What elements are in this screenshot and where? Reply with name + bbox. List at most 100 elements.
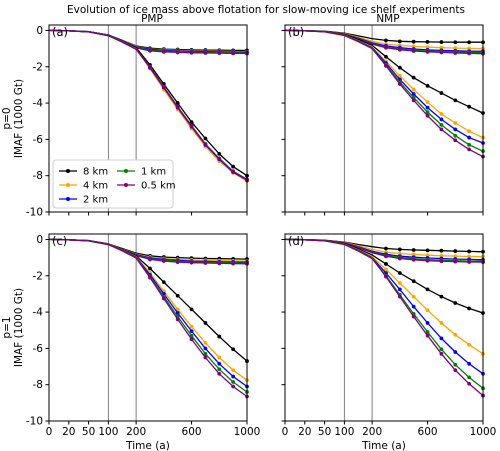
series-marker — [425, 39, 430, 44]
series-marker — [384, 63, 388, 68]
series-marker — [453, 98, 458, 103]
series-marker — [217, 334, 222, 339]
series-marker — [467, 381, 472, 386]
series-marker — [467, 40, 472, 45]
series-marker — [397, 39, 402, 44]
series-marker — [203, 355, 208, 360]
axes-frame — [48, 233, 248, 422]
series-marker — [203, 136, 208, 141]
ytick-label: -10 — [26, 207, 43, 219]
ytick-label: -10 — [26, 416, 43, 428]
xtick-label: 1000 — [234, 426, 261, 438]
series-marker — [384, 54, 388, 59]
series-marker — [189, 50, 194, 55]
series-marker — [425, 100, 430, 105]
series-line-0.5km — [48, 238, 248, 398]
series-marker — [189, 124, 194, 129]
series-marker — [453, 259, 458, 264]
series-marker — [217, 51, 222, 56]
series-marker — [189, 333, 194, 338]
series-marker — [453, 121, 458, 125]
series-marker — [425, 253, 430, 258]
series-marker — [439, 347, 444, 352]
series-marker — [231, 164, 236, 169]
series-marker — [231, 374, 236, 379]
series-marker — [467, 342, 472, 347]
series-marker — [189, 260, 194, 265]
series-line-8km — [284, 29, 483, 43]
series-marker — [453, 350, 458, 354]
series-marker — [231, 169, 236, 174]
series-marker — [203, 142, 208, 147]
series-marker — [467, 142, 472, 147]
series-marker — [203, 351, 208, 356]
series-marker — [397, 294, 402, 299]
series-marker — [439, 40, 444, 44]
legend-label: 1 km — [141, 167, 166, 178]
panel-label: (b) — [288, 25, 304, 39]
series-marker — [411, 75, 416, 80]
series-marker — [439, 127, 444, 132]
series-line-0.5km — [48, 29, 248, 181]
column-title: PMP — [141, 13, 163, 25]
y-axis-label: p=1 — [1, 316, 13, 338]
xtick-label: 50 — [318, 426, 331, 438]
ytick-label: -8 — [33, 379, 43, 391]
series-marker — [411, 39, 416, 44]
legend-marker — [66, 169, 70, 173]
series-marker — [148, 275, 152, 280]
series-marker — [453, 46, 458, 50]
series-marker — [467, 135, 472, 140]
series-marker — [397, 65, 402, 70]
series-marker — [189, 120, 194, 125]
series-marker — [189, 307, 194, 312]
series-marker — [439, 117, 444, 122]
xtick-label: 20 — [298, 426, 311, 438]
xtick-label: 600 — [182, 426, 202, 438]
series-marker — [231, 380, 236, 384]
series-marker — [439, 294, 444, 299]
ytick-label: -4 — [33, 98, 44, 110]
series-marker — [384, 262, 388, 266]
series-marker — [217, 367, 222, 372]
x-axis-label: Time (a) — [361, 440, 406, 451]
xtick-label: 600 — [418, 426, 438, 438]
ytick-label: -2 — [33, 61, 43, 73]
series-marker — [203, 321, 208, 325]
series-marker — [175, 260, 180, 265]
series-marker — [384, 267, 388, 272]
ytick-label: -6 — [33, 343, 44, 355]
panel-label: (c) — [52, 234, 67, 248]
series-marker — [425, 321, 430, 325]
series-marker — [453, 40, 458, 45]
series-marker — [425, 333, 430, 338]
series-marker — [411, 248, 416, 252]
series-marker — [397, 287, 402, 292]
legend-label: 2 km — [83, 195, 108, 206]
series-marker — [217, 156, 222, 161]
series-marker — [161, 296, 166, 301]
x-axis-label: Time (a) — [125, 440, 170, 451]
series-marker — [425, 330, 430, 334]
legend-marker — [66, 183, 70, 187]
xtick-label: 1000 — [470, 426, 497, 438]
series-marker — [411, 304, 416, 309]
ytick-label: 0 — [36, 25, 43, 37]
series-marker — [467, 129, 472, 134]
legend-marker — [124, 183, 128, 187]
legend: 8 km 4 km 2 km 1 km 0.5 km — [52, 159, 176, 209]
series-marker — [189, 329, 194, 334]
series-marker — [425, 248, 430, 253]
panel-0: 0 -2 -4 -6 -8 -10 (a) PMP p=0 IMAF (1000 Gt) 8 km 4… — [1, 13, 249, 219]
legend-marker — [66, 197, 70, 201]
series-marker — [384, 254, 388, 259]
series-marker — [425, 45, 430, 50]
panel-2: 0-2-4-6-8-100 20 50 100 200 600 1000(c)Time (a… — [1, 233, 261, 451]
series-marker — [148, 266, 152, 271]
series-marker — [217, 152, 222, 156]
ytick-label: -4 — [33, 307, 44, 319]
series-marker — [217, 371, 222, 376]
series-line-8km — [48, 29, 247, 52]
series-marker — [425, 110, 430, 115]
series-marker — [175, 105, 180, 109]
